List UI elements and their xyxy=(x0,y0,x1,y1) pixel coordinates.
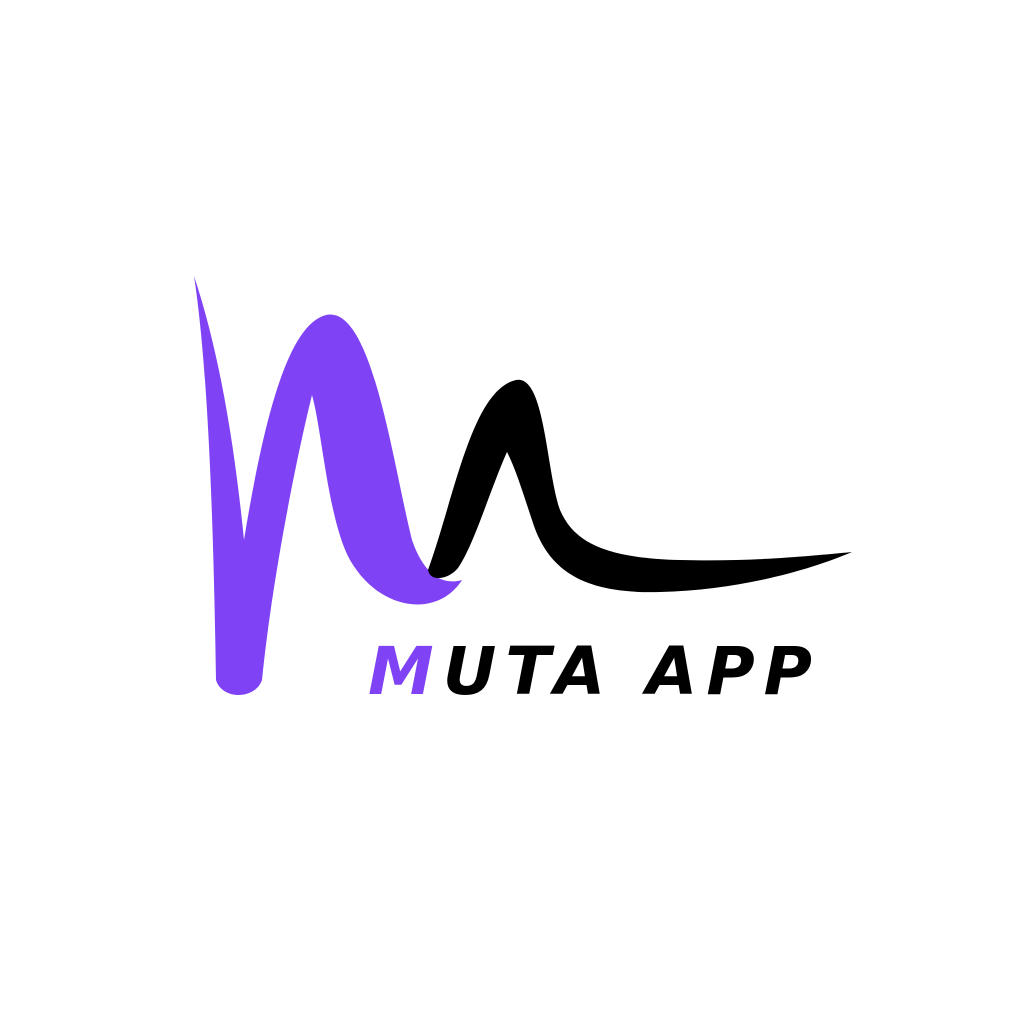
black-wave-stroke xyxy=(428,379,852,593)
brand-initial: M xyxy=(368,633,443,710)
brand-name-rest: UTA APP xyxy=(442,633,822,710)
brand-wordmark: M UTA APP xyxy=(368,632,821,712)
purple-wave-stroke xyxy=(194,276,462,695)
